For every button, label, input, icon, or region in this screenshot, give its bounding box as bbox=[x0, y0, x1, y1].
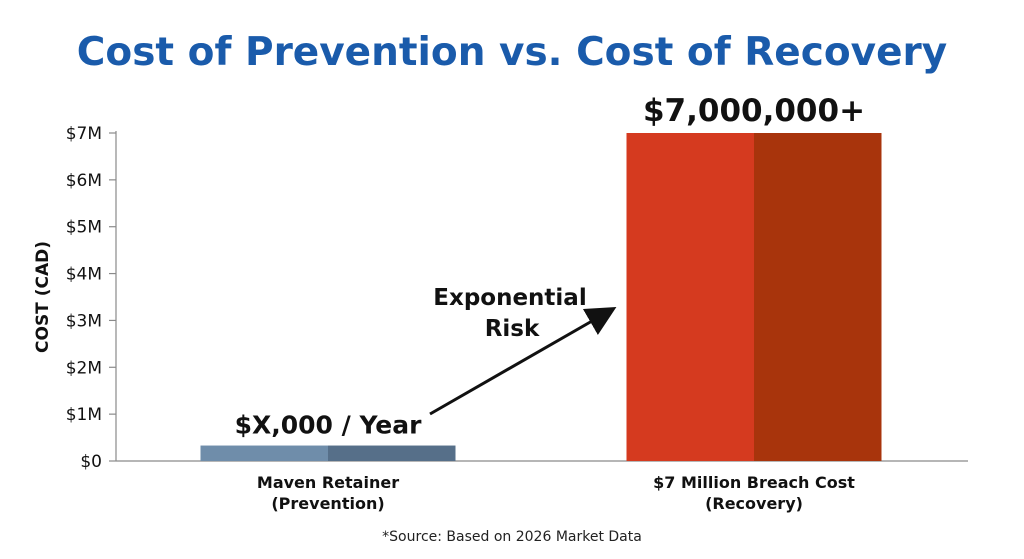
y-tick-label: $7M bbox=[66, 124, 102, 144]
y-tick-label: $5M bbox=[66, 218, 102, 238]
annotation-text: Exponential bbox=[433, 285, 586, 311]
bar-1-right bbox=[328, 445, 456, 461]
data-label: $X,000 / Year bbox=[235, 411, 423, 440]
source-note: *Source: Based on 2026 Market Data bbox=[382, 529, 642, 545]
data-label: $7,000,000+ bbox=[643, 93, 865, 129]
y-axis-label: COST (CAD) bbox=[33, 241, 53, 353]
bar-2-right bbox=[754, 133, 882, 461]
y-tick-label: $3M bbox=[66, 311, 102, 331]
x-category-label: (Prevention) bbox=[271, 494, 384, 513]
annotation-arrow bbox=[429, 307, 617, 416]
bar-2-left bbox=[626, 133, 754, 461]
x-category-label: $7 Million Breach Cost bbox=[653, 473, 855, 492]
bar-1-left bbox=[200, 445, 328, 461]
chart-title: Cost of Prevention vs. Cost of Recovery bbox=[77, 30, 947, 75]
y-tick-label: $2M bbox=[66, 358, 102, 378]
x-category-label: Maven Retainer bbox=[257, 473, 399, 492]
y-tick-label: $4M bbox=[66, 265, 102, 285]
y-tick-label: $1M bbox=[66, 405, 102, 425]
x-category-label: (Recovery) bbox=[705, 494, 803, 513]
annotation-text: Risk bbox=[485, 316, 540, 342]
y-tick-label: $0 bbox=[80, 452, 102, 472]
plot-area: $0 $1M $2M $3M $4M $5M $6M $7M $X,000 / Year Mave… bbox=[66, 93, 968, 513]
y-tick-label: $6M bbox=[66, 171, 102, 191]
